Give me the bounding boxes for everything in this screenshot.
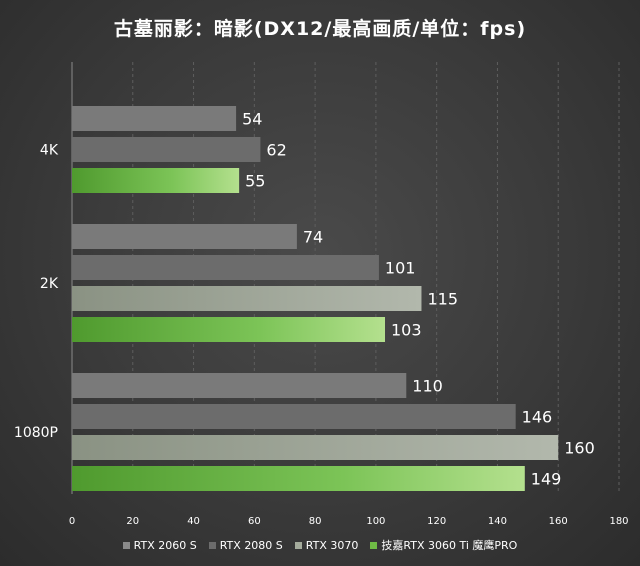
bar-rtx-2080-s-2k (72, 255, 379, 280)
x-tick-label: 140 (488, 516, 507, 527)
bar-rtx-2060-s-4k (72, 106, 237, 131)
x-tick-label: 40 (187, 516, 200, 527)
x-tick-label: 0 (69, 516, 75, 527)
bar-rtx-2060-s-2k (72, 224, 297, 249)
x-tick-label: 20 (126, 516, 139, 527)
x-tick-label: 120 (427, 516, 446, 527)
data-label: 115 (427, 290, 458, 309)
bar-技嘉rtx-3060-ti-魔鹰pro-4k (72, 168, 240, 193)
data-label: 55 (245, 172, 265, 191)
bar-rtx-3070-2k (72, 286, 422, 311)
legend-item: 技嘉RTX 3060 Ti 魔鹰PRO (370, 537, 517, 553)
x-tick-label: 80 (309, 516, 322, 527)
x-tick-label: 60 (248, 516, 261, 527)
bar-技嘉rtx-3060-ti-魔鹰pro-2k (72, 317, 386, 342)
legend-swatch (208, 541, 216, 549)
data-label: 103 (391, 321, 422, 340)
data-label: 101 (385, 259, 416, 278)
chart-title: 古墓丽影：暗影(DX12/最高画质/单位：fps) (113, 18, 527, 40)
legend-item: RTX 3070 (294, 537, 359, 553)
legend-item: RTX 2080 S (208, 537, 283, 553)
legend-label: 技嘉RTX 3060 Ti 魔鹰PRO (381, 539, 518, 552)
legend-swatch (294, 541, 302, 549)
bar-技嘉rtx-3060-ti-魔鹰pro-1080p (72, 466, 525, 491)
legend-label: RTX 2060 S (133, 538, 197, 552)
legend: RTX 2060 S RTX 2080 S RTX 3070 技嘉RTX 3060 T… (0, 537, 640, 553)
legend-label: RTX 2080 S (219, 538, 283, 552)
data-label: 160 (564, 439, 595, 458)
x-tick-label: 160 (549, 516, 568, 527)
x-tick-label: 180 (609, 516, 628, 527)
bar-rtx-2080-s-4k (72, 137, 261, 162)
legend-swatch (122, 541, 130, 549)
data-label: 146 (522, 408, 553, 427)
data-label: 149 (531, 470, 562, 489)
category-label-2k: 2K (40, 276, 59, 292)
bar-rtx-2080-s-1080p (72, 404, 516, 429)
data-label: 74 (303, 228, 323, 247)
category-label-4k: 4K (40, 143, 59, 159)
category-label-1080p: 1080P (14, 425, 58, 441)
data-label: 110 (412, 377, 443, 396)
bar-rtx-3070-1080p (72, 435, 559, 460)
legend-label: RTX 3070 (305, 538, 359, 552)
data-label: 62 (266, 141, 286, 160)
data-label: 54 (242, 110, 262, 129)
legend-swatch (370, 541, 378, 549)
x-tick-label: 100 (366, 516, 385, 527)
legend-item: RTX 2060 S (122, 537, 197, 553)
bar-rtx-2060-s-1080p (72, 373, 407, 398)
bars (72, 106, 559, 491)
